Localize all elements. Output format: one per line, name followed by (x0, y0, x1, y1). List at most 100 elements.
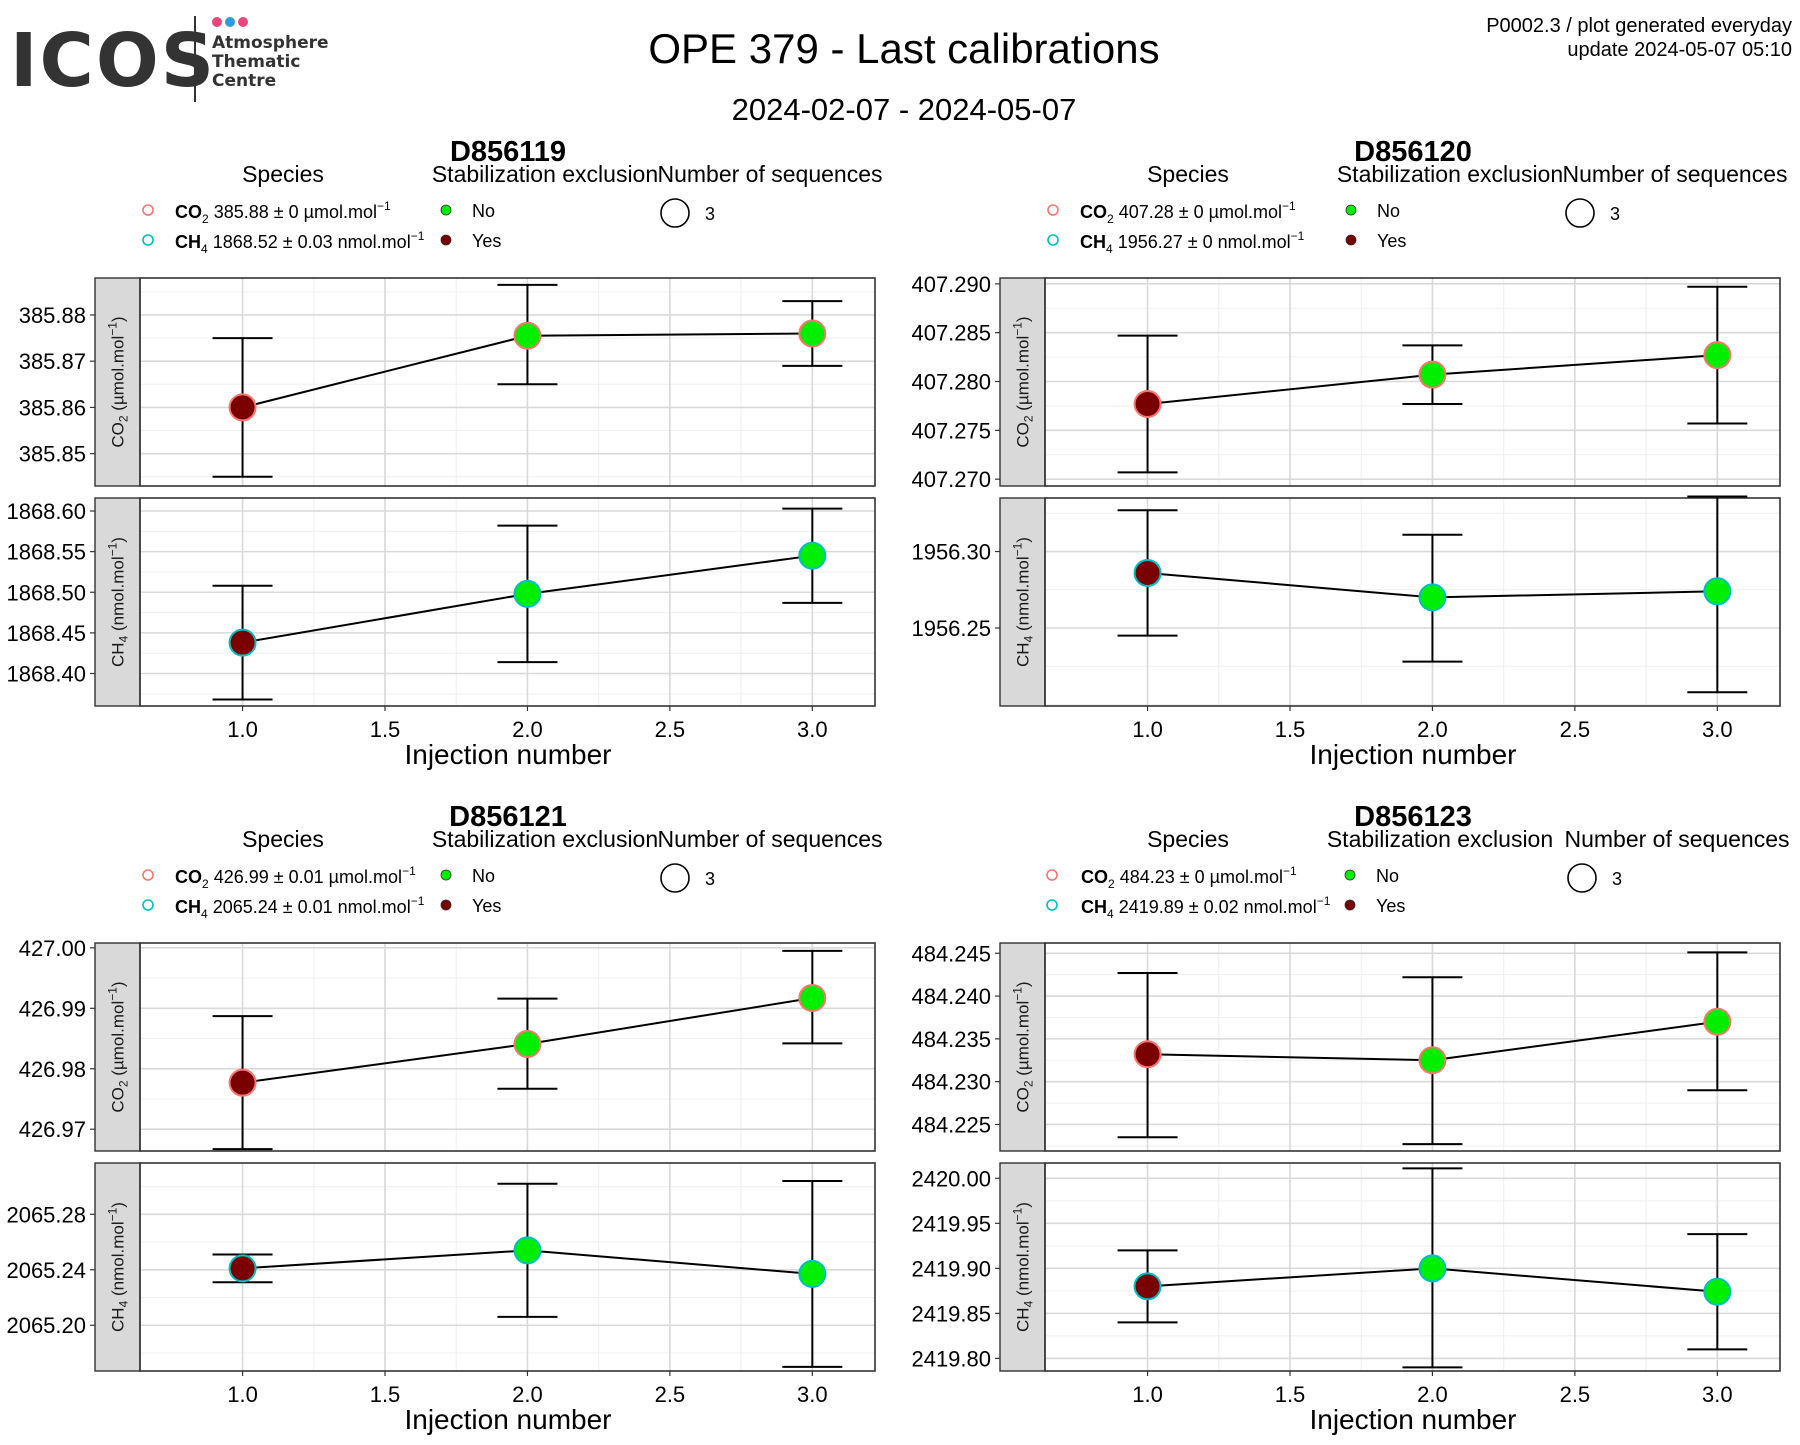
unit-superscript: −1 (1317, 894, 1331, 908)
ylabel-unit: (nmol.mol (1014, 556, 1033, 635)
y-tick-label: 385.85 (19, 442, 86, 467)
legend-stabilization-label: No (1376, 866, 1399, 886)
species-panel: 2065.20 2065.24 2065.28 CH4 (nmol.mol−1) (6, 1162, 876, 1372)
ylabel-superscript: −1 (106, 542, 120, 556)
legend-species-entry: CH4 2419.89 ± 0.02 nmol.mol−1 (1081, 894, 1331, 921)
ylabel-subscript: 4 (117, 635, 131, 642)
legend-species-entry: CO2 407.28 ± 0 µmol.mol−1 (1080, 199, 1296, 226)
legend-title-species: Species (1147, 826, 1229, 852)
legend-sequences-label: 3 (705, 204, 715, 224)
y-tick-label: 1868.55 (6, 540, 86, 565)
y-tick-label: 484.225 (911, 1112, 991, 1137)
legend-title-sequences: Number of sequences (1562, 161, 1787, 187)
ylabel-superscript: −1 (1011, 542, 1025, 556)
cylinder-title: D856120 (1354, 136, 1472, 168)
cylinder-title: D856121 (449, 801, 567, 833)
data-point (1703, 1277, 1732, 1306)
panel-border (139, 942, 876, 1152)
ylabel-subscript: 4 (1022, 635, 1036, 642)
ylabel-superscript: −1 (106, 987, 120, 1001)
legend-species-entry: CO2 426.99 ± 0.01 µmol.mol−1 (175, 864, 416, 891)
data-point (228, 628, 257, 657)
legend-title-species: Species (1147, 161, 1229, 187)
species-c: C (175, 232, 188, 252)
unit-superscript: −1 (1291, 229, 1305, 243)
legend-title-stabilization: Stabilization exclusion (432, 161, 658, 187)
species-subscript: 4 (1107, 907, 1114, 921)
legend-title-sequences: Number of sequences (657, 161, 882, 187)
y-tick-label: 2419.90 (911, 1256, 991, 1281)
y-tick-label: 1868.40 (6, 662, 86, 687)
legend-sequences-key (660, 198, 690, 228)
species-c: C (1081, 897, 1094, 917)
species-value: 1956.27 ± 0 nmol.mol (1113, 232, 1291, 252)
data-point (1418, 1254, 1447, 1283)
legend-title-species: Species (242, 161, 324, 187)
panel-border (1044, 1162, 1781, 1372)
species-value: 2419.89 ± 0.02 nmol.mol (1114, 897, 1317, 917)
ylabel-unit: (µmol.mol (1014, 336, 1033, 416)
species-panel: 2419.80 2419.85 2419.90 2419.95 2420.00 CH4 (… (911, 1162, 1781, 1372)
legend-title-stabilization: Stabilization exclusion (1337, 161, 1563, 187)
x-tick-label: 1.0 (227, 1382, 258, 1407)
legend-sequences-key (1565, 198, 1595, 228)
x-axis-title: Injection number (404, 1404, 611, 1435)
species-o: O (1094, 867, 1108, 887)
data-point (798, 541, 827, 570)
ylabel-species: CO (109, 1087, 128, 1113)
legend-species-entry: CH4 1956.27 ± 0 nmol.mol−1 (1080, 229, 1305, 256)
data-point (1418, 583, 1447, 612)
species-c: C (1080, 232, 1093, 252)
x-tick-label: 3.0 (797, 1382, 828, 1407)
y-tick-label: 2065.24 (6, 1258, 86, 1283)
data-point (513, 1029, 542, 1058)
legend-stabilization-key (1345, 204, 1357, 216)
legend-stabilization-label: Yes (472, 896, 501, 916)
y-tick-label: 1956.30 (911, 540, 991, 565)
product-line: P0002.3 / plot generated everyday (1486, 15, 1792, 37)
y-tick-label: 426.98 (19, 1057, 86, 1082)
legend-sequences-label: 3 (1612, 869, 1622, 889)
ylabel-species: CO (1014, 422, 1033, 448)
legend-stabilization-label: Yes (1377, 231, 1406, 251)
x-tick-label: 2.0 (512, 717, 543, 742)
date-range: 2024-02-07 - 2024-05-07 (732, 92, 1077, 127)
logo-dot (212, 17, 222, 27)
panel-ylabel: CH4 (nmol.mol−1) (106, 537, 131, 667)
y-tick-label: 2419.80 (911, 1346, 991, 1371)
data-point (1133, 1272, 1162, 1301)
ylabel-species: CO (109, 422, 128, 448)
ylabel-unit: (nmol.mol (1014, 1221, 1033, 1300)
panel-ylabel: CH4 (nmol.mol−1) (106, 1202, 131, 1332)
y-tick-label: 407.285 (911, 321, 991, 346)
data-point (798, 319, 827, 348)
legend-species-entry: CO2 484.23 ± 0 µmol.mol−1 (1081, 864, 1297, 891)
legend-sequences-label: 3 (1610, 204, 1620, 224)
x-tick-label: 2.0 (1417, 1382, 1448, 1407)
legend-stabilization-key (440, 204, 452, 216)
y-tick-label: 2419.85 (911, 1301, 991, 1326)
data-point (1133, 389, 1162, 418)
ylabel-species: CH (1014, 642, 1033, 667)
logo-wordmark: ICOS (10, 18, 216, 104)
ylabel-species: CO (1014, 1087, 1033, 1113)
legend-stabilization-key (1344, 899, 1356, 911)
panel-border (1044, 942, 1781, 1152)
cylinder-title: D856119 (450, 136, 566, 168)
species-value: 1868.52 ± 0.03 nmol.mol (208, 232, 411, 252)
legend-sequences-key (660, 863, 690, 893)
panel-border (139, 277, 876, 487)
x-tick-label: 3.0 (1702, 717, 1733, 742)
panel-strip (999, 277, 1046, 487)
unit-superscript: −1 (377, 199, 391, 213)
x-axis-title: Injection number (1309, 739, 1516, 770)
data-point (798, 1259, 827, 1288)
legend-title-stabilization: Stabilization exclusion (432, 826, 658, 852)
species-panel: 385.85 385.86 385.87 385.88 CO2 (µmol.mol−1) (19, 277, 876, 487)
cylinder-title: D856123 (1354, 801, 1472, 833)
y-tick-label: 1956.25 (911, 616, 991, 641)
legend-stabilization-label: No (1377, 201, 1400, 221)
legend-species-key (142, 234, 154, 246)
species-o: O (188, 867, 202, 887)
ylabel-species: CH (109, 642, 128, 667)
